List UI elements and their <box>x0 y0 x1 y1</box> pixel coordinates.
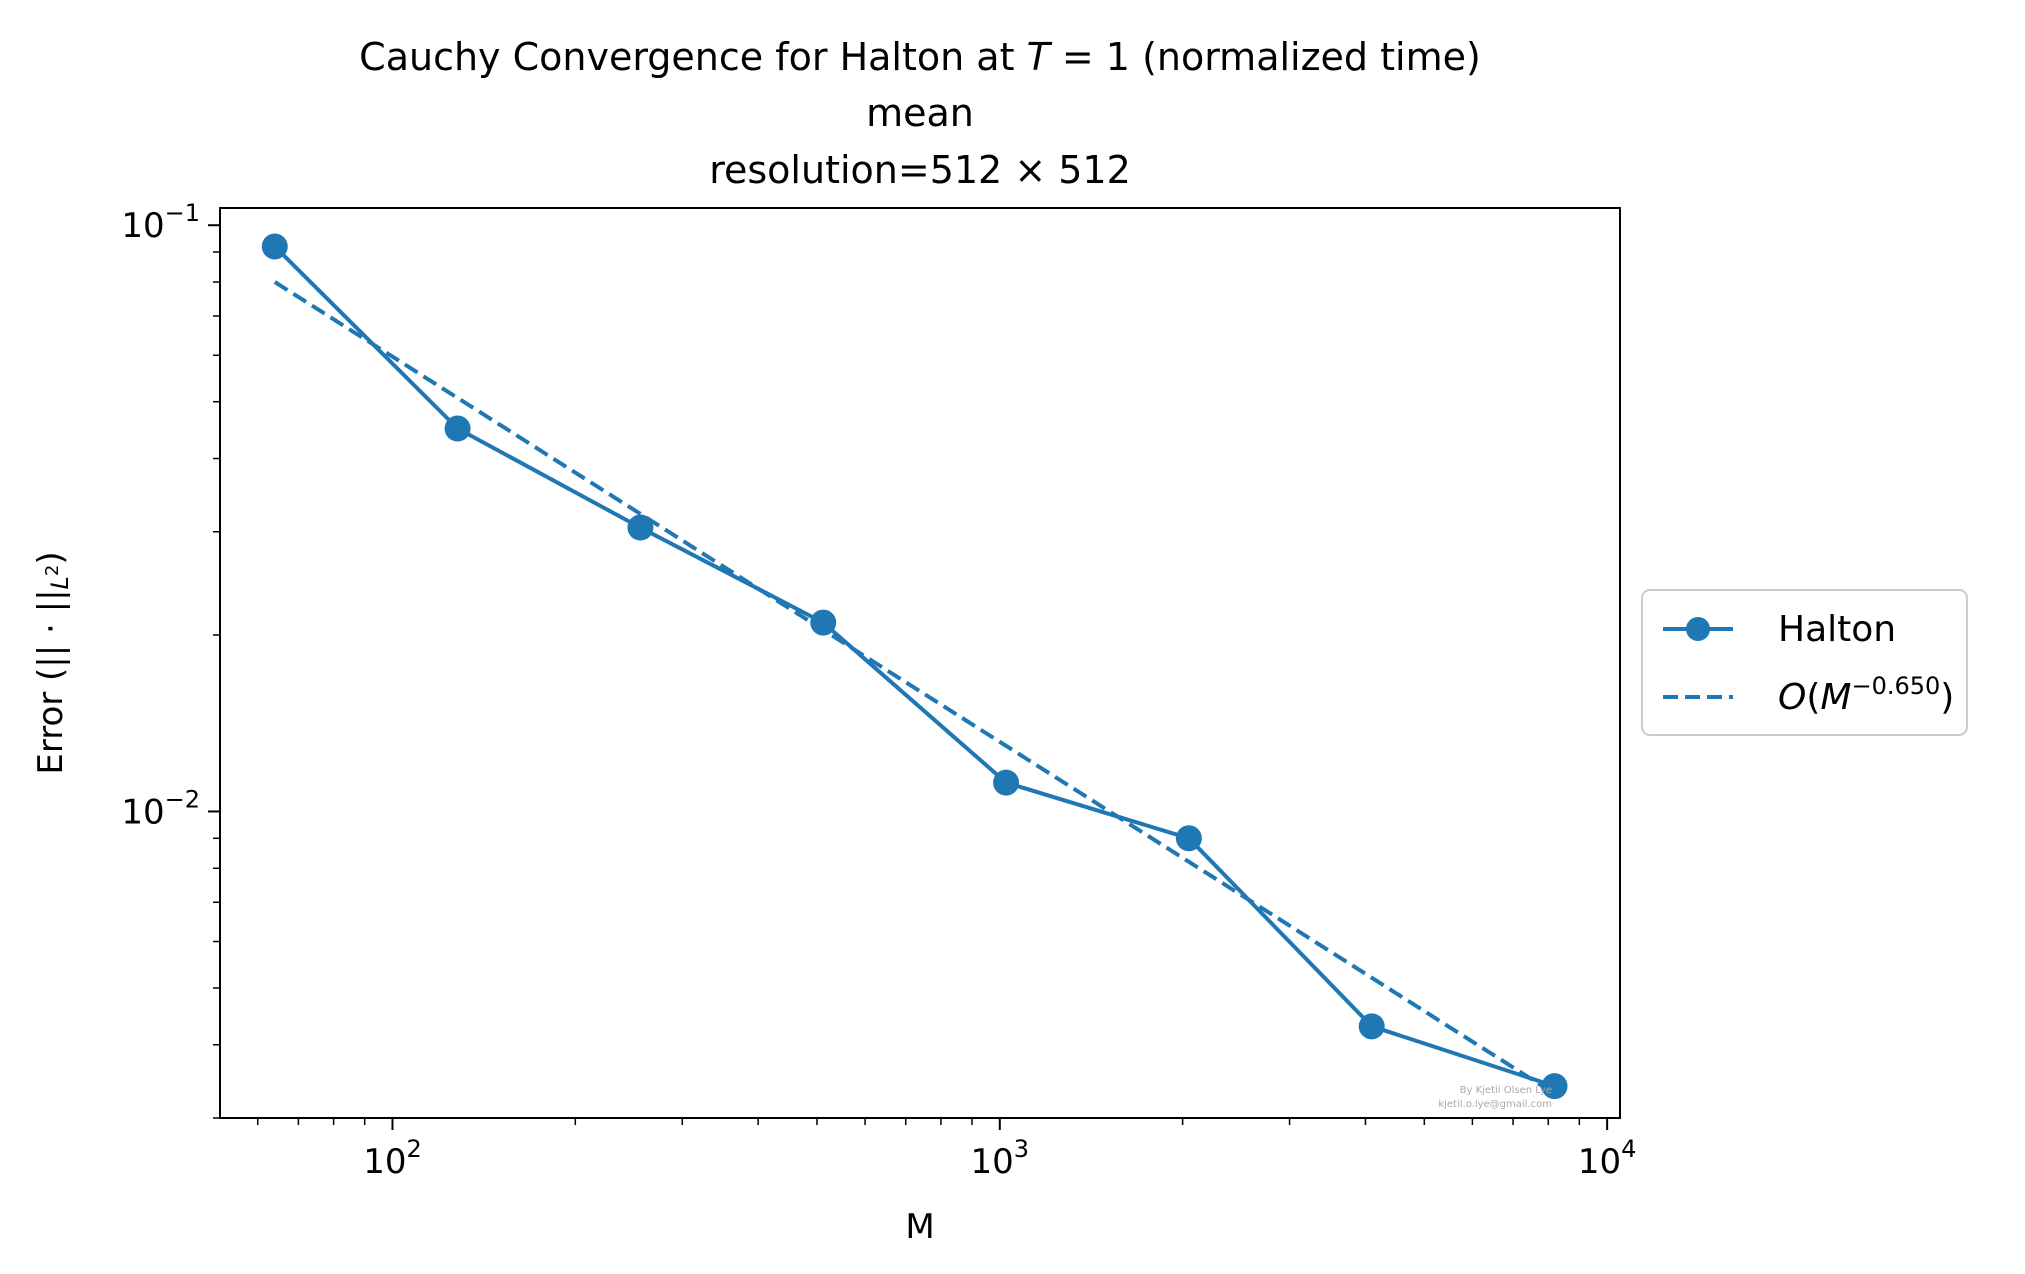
legend-box <box>1641 589 1968 736</box>
fit-o: O <box>1778 677 1806 718</box>
ylabel-suffix: ) <box>31 551 71 564</box>
y-tick-exp: −1 <box>165 199 200 227</box>
y-tick-exp: −2 <box>165 785 200 813</box>
y-tick-label: 10−1 <box>121 199 200 246</box>
ylabel-sub: L2 <box>42 565 75 590</box>
fit-series-line <box>273 280 1556 1096</box>
halton-data-point <box>444 415 471 442</box>
ylabel-prefix: Error ( <box>31 668 71 775</box>
halton-series-line <box>273 245 1556 1089</box>
legend-label-halton: Halton <box>1778 609 1896 650</box>
watermark-author: By Kjetil Olsen Lye <box>1460 1085 1552 1096</box>
ylabel-norm: || · || <box>31 589 71 667</box>
halton-data-point <box>261 233 288 260</box>
chart-subtitle-resolution: resolution=512 × 512 <box>709 148 1131 192</box>
chart-subtitle-statistic: mean <box>866 91 974 135</box>
fit-open: ( <box>1806 677 1820 718</box>
resolution-times: × <box>1002 148 1058 192</box>
y-major-ticks: 10−110−2 <box>121 199 220 832</box>
y-minor-ticks <box>213 251 220 1119</box>
resolution-prefix: resolution=512 <box>709 148 1002 192</box>
legend: Halton O(M−0.650) <box>1641 589 1968 736</box>
x-tick-label: 103 <box>971 1135 1030 1182</box>
legend-label-fit: O(M−0.650) <box>1778 672 1954 718</box>
title-variable: T <box>1027 35 1053 79</box>
x-tick-exp: 4 <box>1621 1135 1636 1163</box>
fit-close: ) <box>1940 677 1954 718</box>
y-tick-base: 10 <box>121 792 164 832</box>
resolution-suffix: 512 <box>1058 148 1131 192</box>
y-tick-label: 10−2 <box>121 785 200 832</box>
x-axis-label: M <box>905 1207 934 1247</box>
y-tick-base: 10 <box>121 206 164 246</box>
x-tick-label: 104 <box>1578 1135 1637 1182</box>
x-tick-exp: 3 <box>1014 1135 1029 1163</box>
ylabel-sub-exp: 2 <box>42 565 63 576</box>
x-tick-exp: 2 <box>406 1135 421 1163</box>
x-minor-ticks <box>256 1118 1581 1125</box>
halton-data-point <box>810 609 837 636</box>
x-tick-base: 10 <box>363 1142 406 1182</box>
title-prefix: Cauchy Convergence for Halton at <box>359 35 1026 79</box>
halton-data-point <box>1175 825 1202 852</box>
x-tick-base: 10 <box>1578 1142 1621 1182</box>
ylabel-sub-base: L <box>46 576 74 589</box>
chart-title: Cauchy Convergence for Halton at T = 1 (… <box>359 35 1481 79</box>
y-axis-label: Error (|| · ||L2) <box>31 551 74 774</box>
title-equals: = 1 <box>1050 35 1130 79</box>
x-major-ticks: 102 103 104 <box>363 1118 1636 1182</box>
halton-data-point <box>1541 1073 1568 1100</box>
plot-area <box>219 207 1621 1119</box>
x-tick-base: 10 <box>971 1142 1014 1182</box>
legend-swatch-halton-marker <box>1686 617 1710 641</box>
fit-m: M <box>1820 677 1851 718</box>
x-tick-label: 102 <box>363 1135 422 1182</box>
halton-data-point <box>993 769 1020 796</box>
watermark-email: kjetil.o.lye@gmail.com <box>1438 1099 1552 1110</box>
series-layer <box>261 233 1568 1100</box>
title-suffix: (normalized time) <box>1130 35 1481 79</box>
halton-data-point <box>1358 1013 1385 1040</box>
fit-exp: −0.650 <box>1851 672 1940 700</box>
halton-data-point <box>627 514 654 541</box>
